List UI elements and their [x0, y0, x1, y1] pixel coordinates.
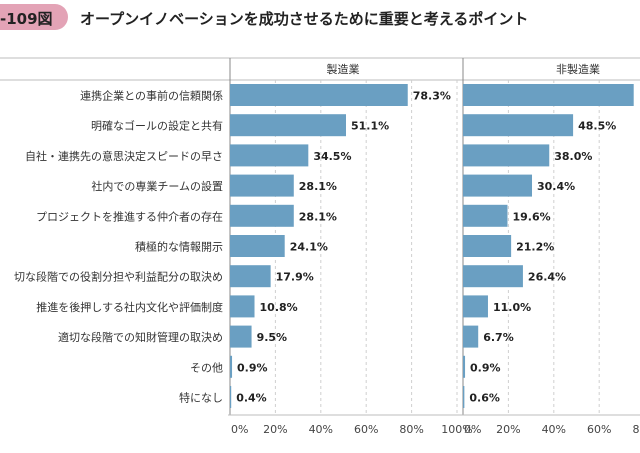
- bar: [463, 235, 512, 257]
- bar: [230, 174, 294, 197]
- bar: [230, 144, 309, 167]
- chart-title: オープンイノベーションを成功させるために重要と考えるポイント: [80, 10, 529, 28]
- data-label: 17.9%: [276, 271, 314, 284]
- category-label: 切な段階での役割分担や利益配分の取決め: [14, 270, 223, 284]
- data-label: 0.9%: [470, 361, 501, 374]
- bar: [230, 114, 346, 137]
- bar: [230, 265, 271, 288]
- bar: [230, 295, 255, 318]
- x-tick-label: 60%: [587, 423, 611, 436]
- data-label: 6.7%: [483, 331, 514, 344]
- x-tick-label: 60%: [354, 423, 378, 436]
- data-label: 9.5%: [257, 331, 288, 344]
- figure-number: -109図: [0, 10, 53, 28]
- data-label: 19.6%: [512, 210, 550, 223]
- category-label: 積極的な情報開示: [135, 240, 223, 254]
- category-label: 特になし: [179, 391, 223, 405]
- x-tick-label: 40%: [309, 423, 333, 436]
- data-label: 24.1%: [290, 241, 328, 254]
- x-tick-label: 20%: [263, 423, 287, 436]
- data-label: 28.1%: [299, 210, 337, 223]
- category-label: 連携企業との事前の信頼関係: [80, 89, 223, 103]
- bar: [463, 355, 466, 378]
- category-label: 自社・連携先の意思決定スピードの早さ: [25, 149, 223, 163]
- bar: [463, 386, 465, 408]
- data-label: 28.1%: [299, 180, 337, 193]
- data-label: 11.0%: [493, 301, 531, 314]
- bar: [463, 84, 634, 106]
- bar: [230, 355, 233, 378]
- data-label: 48.5%: [578, 120, 616, 133]
- bar: [463, 174, 533, 197]
- data-label: 26.4%: [528, 271, 566, 284]
- bar: [463, 114, 574, 137]
- bar: [230, 386, 232, 408]
- data-label: 38.0%: [554, 150, 592, 163]
- data-label: 21.2%: [516, 241, 554, 254]
- bar: [463, 144, 550, 167]
- data-label: 0.4%: [236, 392, 267, 405]
- category-label: 社内での専業チームの設置: [91, 179, 223, 193]
- panel-header-1: 非製造業: [556, 62, 600, 76]
- category-label: 明確なゴールの設定と共有: [91, 119, 223, 133]
- data-label: 10.8%: [260, 301, 298, 314]
- x-tick-label: 100%: [441, 423, 472, 436]
- data-label: 78.3%: [413, 90, 451, 103]
- bar: [463, 204, 508, 227]
- x-tick-label: 0%: [231, 423, 248, 436]
- data-label: 0.6%: [469, 392, 500, 405]
- x-tick-label: 20%: [496, 423, 520, 436]
- data-label: 34.5%: [313, 150, 351, 163]
- bar: [230, 325, 252, 348]
- data-label: 0.9%: [237, 361, 268, 374]
- category-label: 適切な段階での知財管理の取決め: [58, 330, 223, 344]
- data-label: 30.4%: [537, 180, 575, 193]
- category-label: 推進を後押しする社内文化や評価制度: [36, 300, 223, 314]
- category-label: プロジェクトを推進する仲介者の存在: [36, 209, 223, 223]
- x-tick-label: 8: [633, 423, 640, 436]
- category-label: その他: [190, 361, 223, 374]
- figure-number-badge: [0, 4, 68, 30]
- x-tick-label: 40%: [542, 423, 566, 436]
- bar: [230, 235, 285, 257]
- data-label: 51.1%: [351, 120, 389, 133]
- bar: [230, 204, 294, 227]
- bar: [463, 265, 523, 288]
- bar: [463, 325, 479, 348]
- bar: [463, 295, 488, 318]
- x-tick-label: 0%: [464, 423, 481, 436]
- bar: [230, 84, 408, 106]
- x-tick-label: 80%: [399, 423, 423, 436]
- panel-header-0: 製造業: [327, 62, 360, 76]
